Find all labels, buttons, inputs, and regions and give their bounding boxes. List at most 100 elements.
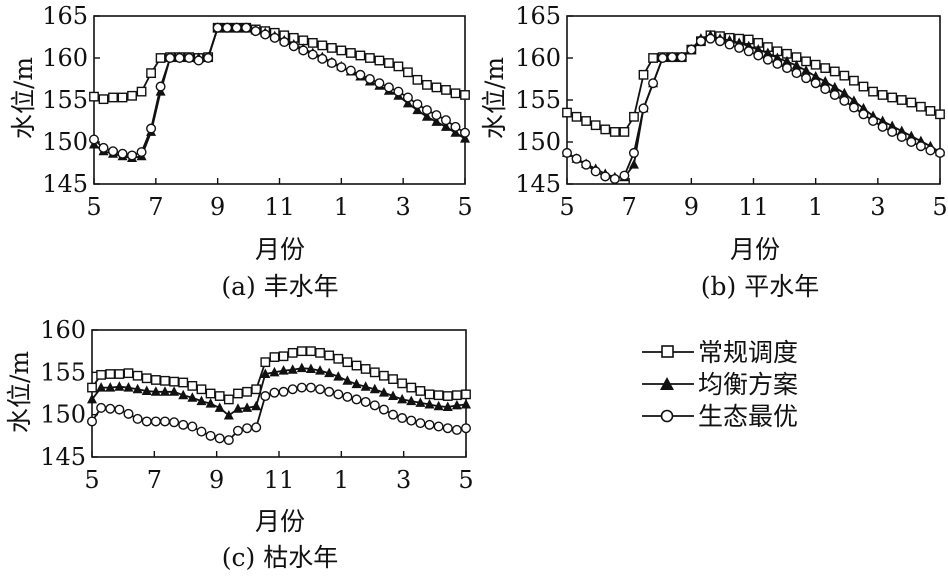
data-point bbox=[562, 107, 572, 118]
data-point bbox=[762, 54, 773, 65]
data-point bbox=[628, 159, 639, 169]
series-square bbox=[87, 346, 471, 405]
data-point bbox=[600, 124, 611, 135]
data-point bbox=[388, 390, 399, 401]
data-point bbox=[451, 424, 462, 435]
series-line bbox=[91, 386, 467, 442]
data-point bbox=[251, 400, 262, 411]
data-point bbox=[925, 106, 936, 116]
data-point bbox=[174, 53, 185, 64]
panel-a-series bbox=[88, 22, 471, 162]
data-point bbox=[260, 357, 271, 368]
data-point bbox=[388, 409, 399, 420]
data-point bbox=[223, 435, 234, 446]
data-point bbox=[383, 82, 394, 93]
data-point bbox=[935, 109, 945, 120]
data-point bbox=[187, 392, 198, 402]
data-point bbox=[839, 95, 850, 106]
data-point bbox=[105, 369, 116, 379]
data-point bbox=[351, 394, 362, 405]
data-point bbox=[364, 53, 375, 63]
data-point bbox=[424, 389, 435, 400]
data-point bbox=[450, 127, 461, 137]
data-point bbox=[724, 39, 735, 50]
data-point bbox=[296, 382, 307, 393]
data-point bbox=[205, 388, 216, 399]
panel-a-caption: (a) 丰水年 bbox=[221, 272, 338, 301]
data-point bbox=[108, 146, 119, 157]
data-point bbox=[433, 400, 444, 411]
x-tick-label: 9 bbox=[210, 193, 225, 221]
x-tick-label: 5 bbox=[84, 466, 99, 494]
data-point bbox=[278, 351, 289, 362]
data-point bbox=[442, 401, 453, 412]
data-point bbox=[269, 352, 280, 362]
y-tick-label: 155 bbox=[42, 86, 88, 114]
data-point bbox=[132, 370, 143, 381]
data-point bbox=[868, 115, 879, 126]
data-point bbox=[915, 101, 926, 112]
data-point bbox=[196, 395, 207, 406]
data-point bbox=[667, 52, 678, 63]
data-point bbox=[232, 425, 243, 436]
data-point bbox=[406, 382, 417, 393]
data-point bbox=[743, 46, 754, 57]
series-square bbox=[89, 22, 470, 105]
x-tick-label: 5 bbox=[457, 193, 472, 221]
data-point bbox=[288, 41, 299, 52]
data-point bbox=[141, 373, 152, 384]
data-point bbox=[127, 90, 137, 101]
data-point bbox=[734, 42, 745, 53]
data-point bbox=[648, 78, 659, 89]
data-point bbox=[336, 62, 347, 73]
series-circle bbox=[86, 382, 472, 446]
legend-label-1: 均衡方案 bbox=[698, 370, 798, 399]
data-point bbox=[114, 404, 125, 415]
data-point bbox=[421, 111, 432, 121]
y-tick-label: 150 bbox=[42, 128, 88, 156]
data-point bbox=[638, 69, 649, 80]
data-point bbox=[442, 391, 453, 401]
data-point bbox=[127, 150, 138, 161]
data-point bbox=[848, 102, 859, 113]
data-point bbox=[317, 40, 328, 51]
data-point bbox=[383, 58, 394, 68]
data-point bbox=[762, 47, 773, 57]
data-point bbox=[214, 391, 225, 401]
data-point bbox=[829, 66, 840, 77]
data-point bbox=[178, 389, 189, 400]
data-point bbox=[877, 121, 888, 132]
panel-b-series bbox=[562, 29, 946, 184]
y-tick-label: 160 bbox=[40, 316, 86, 344]
data-point bbox=[781, 55, 792, 66]
data-point bbox=[839, 70, 850, 81]
data-point bbox=[648, 53, 658, 63]
data-point bbox=[431, 82, 442, 93]
data-point bbox=[374, 78, 385, 89]
data-point bbox=[251, 422, 262, 433]
data-point bbox=[108, 92, 118, 103]
data-point bbox=[169, 376, 179, 387]
data-point bbox=[571, 153, 582, 164]
y-tick-label: 165 bbox=[515, 2, 561, 30]
data-point bbox=[123, 382, 134, 392]
data-point bbox=[315, 384, 326, 395]
data-point bbox=[388, 374, 398, 385]
data-point bbox=[397, 413, 408, 424]
x-tick-label: 7 bbox=[148, 193, 163, 221]
data-point bbox=[801, 56, 812, 67]
data-point bbox=[205, 430, 216, 441]
data-point bbox=[801, 73, 812, 84]
data-point bbox=[117, 92, 128, 103]
x-tick-label: 7 bbox=[147, 466, 162, 494]
data-point bbox=[369, 400, 380, 411]
data-point bbox=[406, 415, 417, 426]
data-point bbox=[196, 384, 207, 395]
data-point bbox=[317, 53, 328, 64]
data-point bbox=[753, 50, 764, 61]
legend-label-0: 常规调度 bbox=[698, 338, 798, 367]
data-point bbox=[801, 65, 812, 75]
data-point bbox=[848, 95, 859, 105]
